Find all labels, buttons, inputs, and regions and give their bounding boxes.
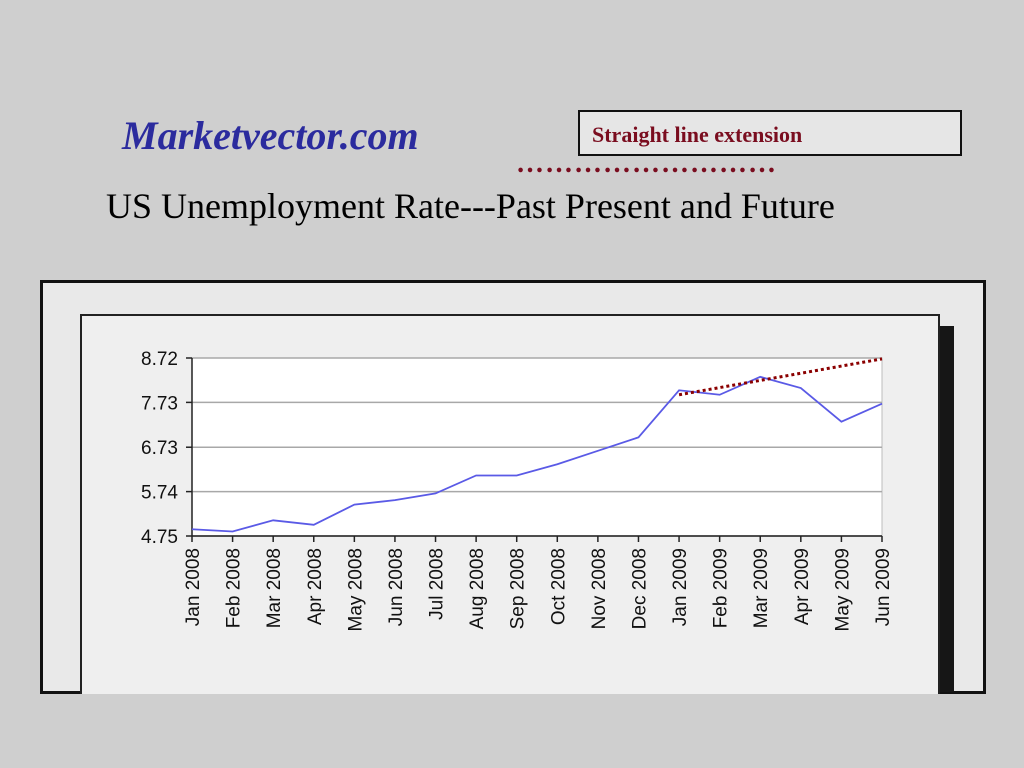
unemployment-series-line: [191, 375, 883, 533]
x-tick-label: Jun 2008: [386, 548, 407, 626]
x-tick-label: Nov 2008: [589, 548, 610, 629]
legend-dotted-sample: ………………………: [516, 148, 777, 179]
x-tick-label: Jul 2008: [427, 548, 448, 620]
brand-title: Marketvector.com: [122, 113, 419, 158]
x-tick-label: Feb 2008: [224, 548, 245, 628]
legend-label: Straight line extension: [592, 122, 803, 147]
legend-box: Straight line extension: [578, 110, 962, 156]
x-tick-label: Jun 2009: [873, 548, 894, 626]
x-tick-label: Oct 2008: [548, 548, 569, 625]
slide-title: US Unemployment Rate---Past Present and …: [106, 186, 835, 226]
x-tick-label: Feb 2009: [711, 548, 732, 628]
straight-line-extension: [678, 357, 883, 397]
x-tick-label: Aug 2008: [467, 548, 488, 629]
x-tick-label: Apr 2009: [792, 548, 813, 625]
x-tick-label: May 2009: [832, 548, 853, 631]
x-tick-label: Jan 2008: [183, 548, 204, 626]
x-tick-label: Mar 2009: [751, 548, 772, 628]
chart-shadow: [938, 326, 954, 692]
y-tick-label: 7.73: [141, 393, 178, 414]
x-tick-label: Jan 2009: [670, 548, 691, 626]
y-tick-label: 8.72: [141, 349, 178, 370]
x-tick-label: Apr 2008: [305, 548, 326, 625]
y-tick-label: 5.74: [141, 483, 178, 504]
x-tick-label: Mar 2008: [264, 548, 285, 628]
x-tick-label: Sep 2008: [508, 548, 529, 629]
x-tick-label: May 2008: [345, 548, 366, 631]
y-tick-label: 6.73: [141, 438, 178, 459]
y-tick-label: 4.75: [141, 527, 178, 548]
x-tick-label: Dec 2008: [629, 548, 650, 629]
